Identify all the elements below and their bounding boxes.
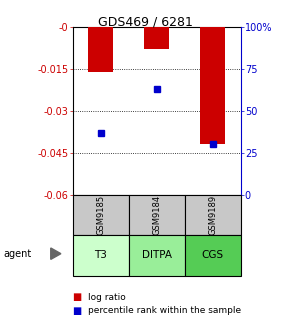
Bar xyxy=(185,235,241,276)
Text: GSM9185: GSM9185 xyxy=(96,195,105,235)
Bar xyxy=(128,235,185,276)
Text: agent: agent xyxy=(3,249,31,259)
Text: T3: T3 xyxy=(94,250,107,260)
Text: ■: ■ xyxy=(72,306,82,316)
Text: log ratio: log ratio xyxy=(88,293,126,302)
Text: GSM9189: GSM9189 xyxy=(208,195,217,235)
Bar xyxy=(128,195,185,235)
Text: CGS: CGS xyxy=(202,250,224,260)
Polygon shape xyxy=(51,248,61,259)
Text: percentile rank within the sample: percentile rank within the sample xyxy=(88,306,242,315)
Text: DITPA: DITPA xyxy=(142,250,172,260)
Bar xyxy=(200,27,225,144)
Bar xyxy=(88,27,113,72)
Text: GDS469 / 6281: GDS469 / 6281 xyxy=(97,15,193,28)
Bar xyxy=(144,27,169,49)
Bar xyxy=(185,195,241,235)
Text: ■: ■ xyxy=(72,292,82,302)
Bar xyxy=(72,195,128,235)
Text: GSM9184: GSM9184 xyxy=(152,195,161,235)
Bar xyxy=(72,235,128,276)
